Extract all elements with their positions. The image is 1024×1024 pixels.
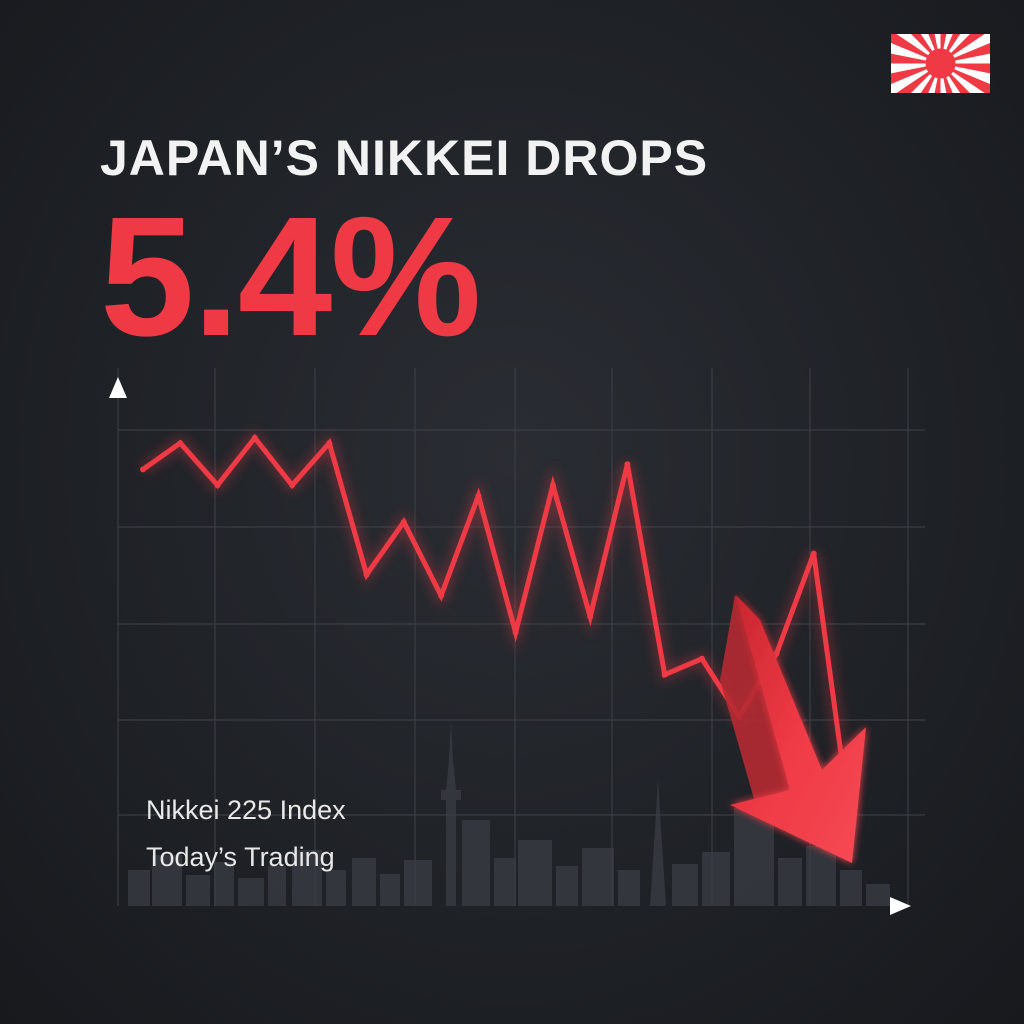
chart-axes [109,377,911,915]
trading-label: Today’s Trading [146,842,335,872]
data-point [475,492,482,499]
data-point [698,655,705,662]
y-axis-arrow-icon [109,377,127,398]
data-point [363,571,370,578]
data-point [810,550,817,557]
data-point [773,650,780,657]
data-point [438,592,445,599]
data-point [140,466,146,473]
data-point [326,440,333,447]
flag-sun [925,48,956,79]
data-point [400,519,407,525]
data-point [512,629,519,636]
data-point [177,440,184,447]
data-point [587,613,594,620]
data-point [661,671,668,678]
data-point [289,482,296,489]
data-point [624,461,631,468]
tokyo-skyline-icon [128,722,890,906]
drop-percentage: 5.4% [100,182,481,372]
data-point [251,434,258,441]
index-label: Nikkei 225 Index [146,795,346,825]
flag-ray [920,63,941,93]
flag-ray [940,34,961,64]
data-point [214,482,221,489]
headline: JAPAN’S NIKKEI DROPS [100,130,709,186]
data-point [549,482,556,489]
rising-sun-flag-icon [891,34,990,93]
x-axis-arrow-icon [890,897,911,915]
down-arrow-icon [720,595,866,863]
